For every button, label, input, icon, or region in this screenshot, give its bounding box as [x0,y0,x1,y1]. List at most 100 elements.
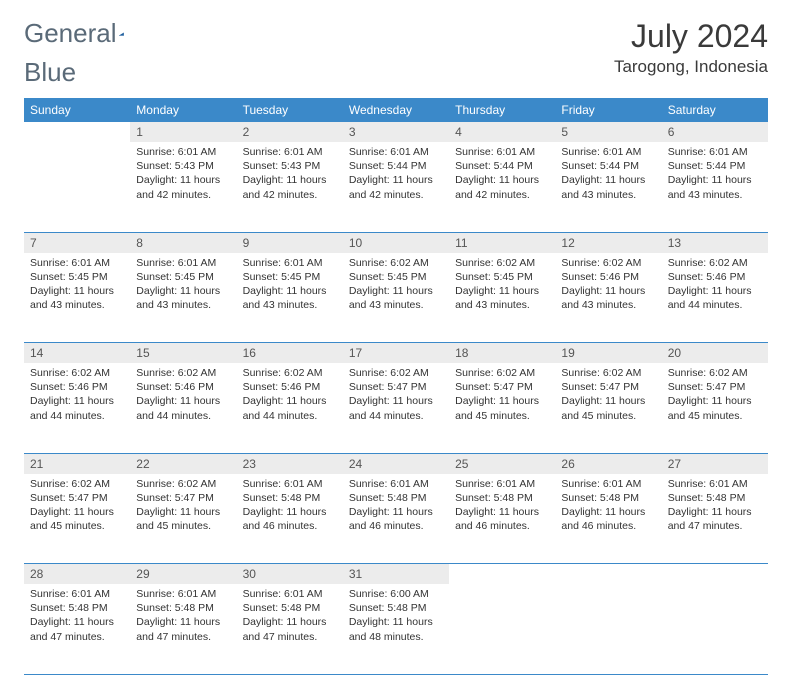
day-cell: Sunrise: 6:00 AMSunset: 5:48 PMDaylight:… [343,584,449,674]
sunrise-line: Sunrise: 6:02 AM [455,366,549,380]
day-details: Sunrise: 6:01 AMSunset: 5:44 PMDaylight:… [662,142,768,208]
day-cell: Sunrise: 6:01 AMSunset: 5:43 PMDaylight:… [237,142,343,232]
day-details: Sunrise: 6:01 AMSunset: 5:48 PMDaylight:… [130,584,236,650]
day-cell: Sunrise: 6:01 AMSunset: 5:45 PMDaylight:… [24,253,130,343]
week-row: Sunrise: 6:01 AMSunset: 5:45 PMDaylight:… [24,253,768,343]
day-cell: Sunrise: 6:02 AMSunset: 5:45 PMDaylight:… [343,253,449,343]
day-number-cell: 30 [237,564,343,585]
day-cell: Sunrise: 6:02 AMSunset: 5:46 PMDaylight:… [24,363,130,453]
sunrise-line: Sunrise: 6:02 AM [668,256,762,270]
week-row: Sunrise: 6:02 AMSunset: 5:46 PMDaylight:… [24,363,768,453]
daynum-row: 123456 [24,122,768,142]
sunrise-line: Sunrise: 6:02 AM [561,366,655,380]
sunset-line: Sunset: 5:47 PM [455,380,549,394]
daynum-row: 28293031 [24,564,768,585]
day-cell: Sunrise: 6:01 AMSunset: 5:48 PMDaylight:… [449,474,555,564]
sunset-line: Sunset: 5:48 PM [349,601,443,615]
day-number-cell: 20 [662,343,768,364]
sunrise-line: Sunrise: 6:01 AM [349,145,443,159]
day-number-cell: 8 [130,232,236,253]
week-row: Sunrise: 6:01 AM Sunset: 5:48 PM Daylight:… [24,584,768,674]
sunset-line: Sunset: 5:47 PM [349,380,443,394]
sunset-line: Sunset: 5:47 PM [30,491,124,505]
day-cell: Sunrise: 6:01 AMSunset: 5:45 PMDaylight:… [130,253,236,343]
day-number-cell: 13 [662,232,768,253]
sunrise-line: Sunrise: 6:00 AM [349,587,443,601]
sunrise-line: Sunrise: 6:01 AM [30,587,124,601]
day-number-cell: 23 [237,453,343,474]
brand-triangle-icon [119,24,124,44]
daylight-line: Daylight: 11 hours and 45 minutes. [136,505,230,533]
day-details: Sunrise: 6:02 AMSunset: 5:47 PMDaylight:… [24,474,130,540]
day-cell: Sunrise: 6:01 AMSunset: 5:44 PMDaylight:… [662,142,768,232]
daylight-line: Daylight: 11 hours and 43 minutes. [455,284,549,312]
day-details: Sunrise: 6:01 AMSunset: 5:48 PMDaylight:… [24,584,130,650]
sunrise-line: Sunrise: 6:02 AM [243,366,337,380]
day-number-cell: 17 [343,343,449,364]
day-cell: Sunrise: 6:01 AMSunset: 5:48 PMDaylight:… [24,584,130,674]
brand-text-general: General [24,18,117,49]
weekday-header: Monday [130,98,236,122]
day-details: Sunrise: 6:01 AMSunset: 5:43 PMDaylight:… [237,142,343,208]
day-number-cell: 26 [555,453,661,474]
day-details: Sunrise: 6:02 AMSunset: 5:46 PMDaylight:… [24,363,130,429]
day-details: Sunrise: 6:01 AMSunset: 5:45 PMDaylight:… [24,253,130,319]
day-number-cell: 11 [449,232,555,253]
day-cell: Sunrise: 6:01 AMSunset: 5:44 PMDaylight:… [449,142,555,232]
sunrise-line: Sunrise: 6:01 AM [668,477,762,491]
day-cell: Sunrise: 6:02 AMSunset: 5:47 PMDaylight:… [449,363,555,453]
sunset-line: Sunset: 5:48 PM [561,491,655,505]
daylight-line: Daylight: 11 hours and 42 minutes. [243,173,337,201]
daylight-line: Daylight: 11 hours and 43 minutes. [243,284,337,312]
sunrise-line: Sunrise: 6:01 AM [561,477,655,491]
day-cell [449,584,555,674]
day-cell [24,142,130,232]
daylight-line: Daylight: 11 hours and 44 minutes. [668,284,762,312]
daylight-line: Daylight: 11 hours and 43 minutes. [561,173,655,201]
sunrise-line: Sunrise: 6:02 AM [349,366,443,380]
week-row: Sunrise: 6:01 AMSunset: 5:43 PMDaylight:… [24,142,768,232]
sunset-line: Sunset: 5:45 PM [136,270,230,284]
day-cell: Sunrise: 6:01 AMSunset: 5:43 PMDaylight:… [130,142,236,232]
sunrise-line: Sunrise: 6:02 AM [30,477,124,491]
day-number-cell: 14 [24,343,130,364]
sunrise-line: Sunrise: 6:02 AM [349,256,443,270]
day-details: Sunrise: 6:01 AMSunset: 5:48 PMDaylight:… [449,474,555,540]
sunset-line: Sunset: 5:45 PM [455,270,549,284]
day-details: Sunrise: 6:01 AMSunset: 5:48 PMDaylight:… [237,474,343,540]
daylight-line: Daylight: 11 hours and 42 minutes. [349,173,443,201]
sunset-line: Sunset: 5:46 PM [136,380,230,394]
sunrise-line: Sunrise: 6:01 AM [561,145,655,159]
week-row: Sunrise: 6:02 AMSunset: 5:47 PMDaylight:… [24,474,768,564]
sunset-line: Sunset: 5:48 PM [668,491,762,505]
sunrise-line: Sunrise: 6:02 AM [30,366,124,380]
daylight-line: Daylight: 11 hours and 43 minutes. [136,284,230,312]
sunrise-line: Sunrise: 6:02 AM [136,477,230,491]
daylight-line: Daylight: 11 hours and 44 minutes. [243,394,337,422]
sunrise-line: Sunrise: 6:01 AM [243,477,337,491]
daylight-line: Daylight: 11 hours and 47 minutes. [30,615,124,643]
sunset-line: Sunset: 5:46 PM [30,380,124,394]
weekday-header-row: Sunday Monday Tuesday Wednesday Thursday… [24,98,768,122]
sunset-line: Sunset: 5:44 PM [455,159,549,173]
day-cell: Sunrise: 6:01 AMSunset: 5:48 PMDaylight:… [130,584,236,674]
sunset-line: Sunset: 5:46 PM [243,380,337,394]
daylight-line: Daylight: 11 hours and 47 minutes. [668,505,762,533]
sunrise-line: Sunrise: 6:01 AM [349,477,443,491]
sunrise-line: Sunrise: 6:01 AM [243,587,337,601]
daylight-line: Daylight: 11 hours and 46 minutes. [561,505,655,533]
weekday-header: Sunday [24,98,130,122]
day-details: Sunrise: 6:02 AMSunset: 5:47 PMDaylight:… [555,363,661,429]
weekday-header: Friday [555,98,661,122]
day-details: Sunrise: 6:01 AMSunset: 5:44 PMDaylight:… [343,142,449,208]
day-cell: Sunrise: 6:02 AMSunset: 5:46 PMDaylight:… [130,363,236,453]
day-number-cell: 9 [237,232,343,253]
daylight-line: Daylight: 11 hours and 43 minutes. [561,284,655,312]
daylight-line: Daylight: 11 hours and 45 minutes. [30,505,124,533]
daylight-line: Daylight: 11 hours and 44 minutes. [349,394,443,422]
day-details: Sunrise: 6:01 AMSunset: 5:43 PMDaylight:… [130,142,236,208]
day-number-cell: 6 [662,122,768,142]
sunrise-line: Sunrise: 6:01 AM [136,145,230,159]
brand-logo: General [24,18,147,49]
sunset-line: Sunset: 5:43 PM [243,159,337,173]
